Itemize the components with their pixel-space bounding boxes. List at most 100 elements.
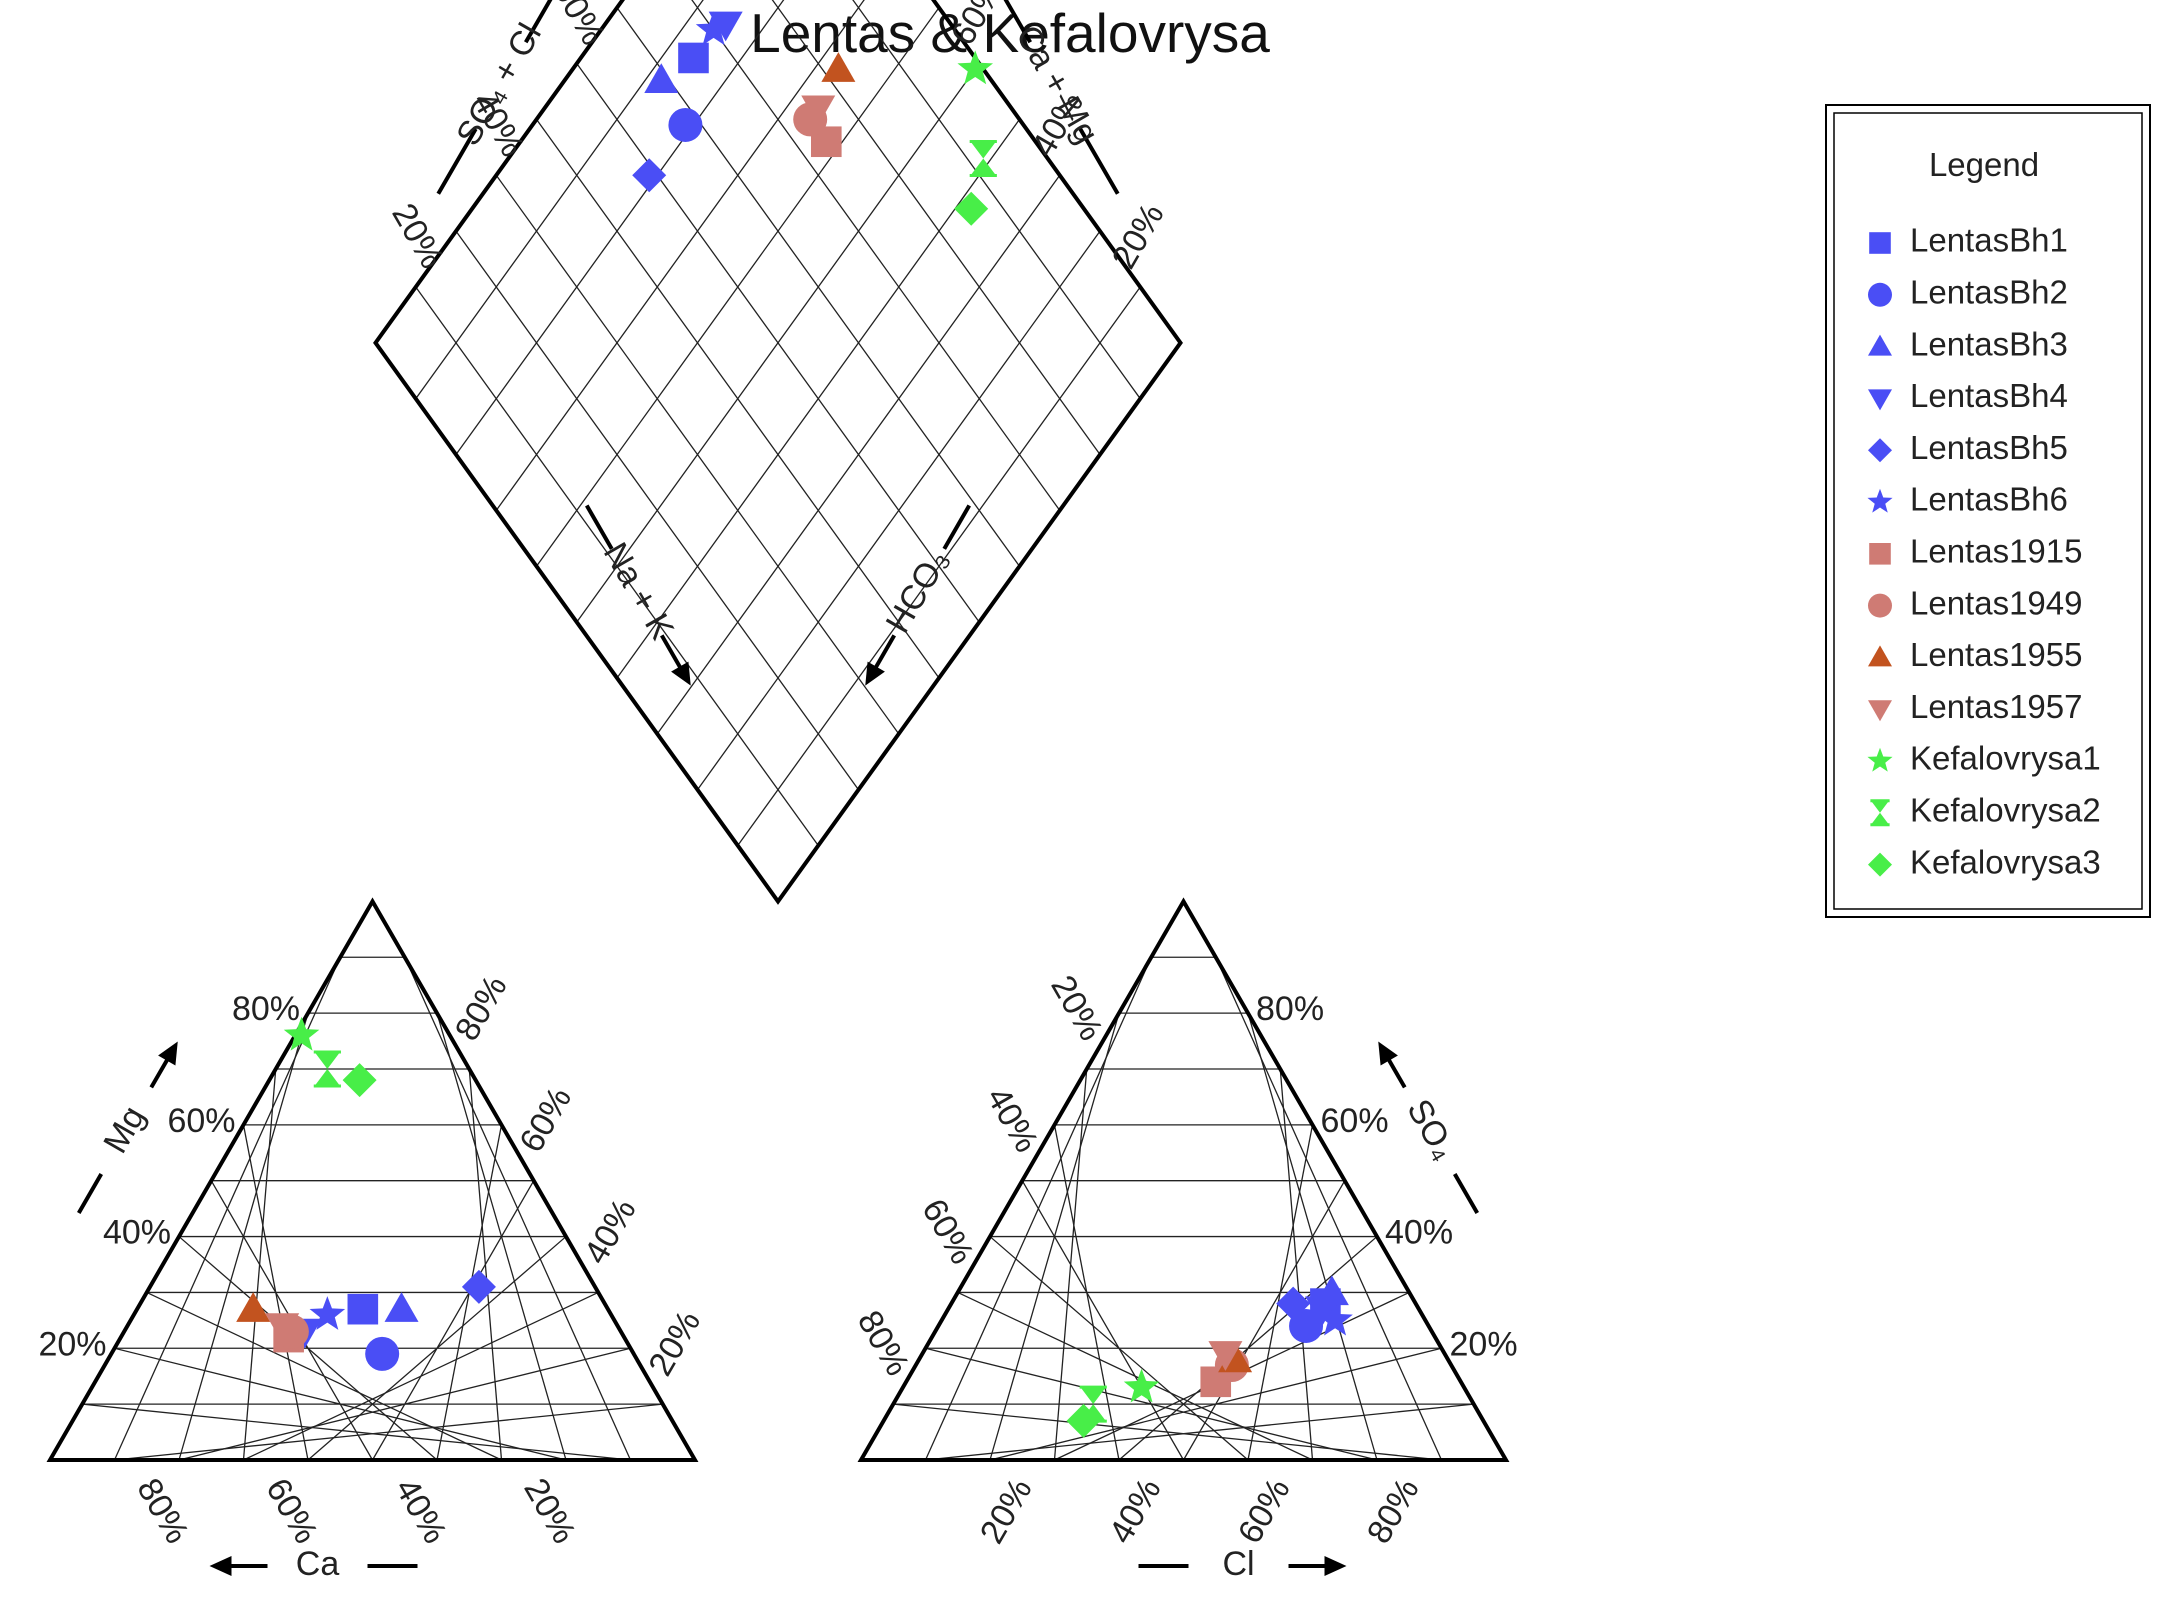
grid-line xyxy=(114,1347,567,1461)
tick-label-so4-cl: 60% xyxy=(545,0,612,52)
grid-line xyxy=(737,286,1141,846)
legend-label-kefalovrysa1: Kefalovrysa1 xyxy=(1910,740,2101,777)
grid-line xyxy=(771,0,1101,455)
legend-label-kefalovrysa3: Kefalovrysa3 xyxy=(1910,843,2101,880)
point-diamond-kefalovrysa2-bottom xyxy=(970,158,997,176)
tick-label-ca: 80% xyxy=(129,1472,196,1550)
point-cation-lentas1957 xyxy=(265,1313,300,1343)
legend-marker-kefalovrysa3 xyxy=(1868,852,1892,877)
axis-label-hco3-arrowhead xyxy=(865,661,885,686)
grid-line xyxy=(656,174,1061,735)
point-cation-lentasbh1 xyxy=(347,1293,379,1325)
legend-inner-frame xyxy=(1833,112,2143,910)
tick-label-mg: 20% xyxy=(38,1325,106,1363)
point-diamond-kefalovrysa1 xyxy=(957,50,994,85)
point-diamond-kefalovrysa2-top xyxy=(970,141,997,159)
axis-label-na-k-line xyxy=(585,504,614,550)
point-cation-lentasbh6 xyxy=(309,1296,346,1330)
axis-label-mg-line xyxy=(77,1173,103,1214)
axis-label-na-k: Na + K xyxy=(596,536,682,646)
axis-label-so4-arrowhead xyxy=(1378,1041,1398,1066)
legend-label-lentas1949: Lentas1949 xyxy=(1910,584,2083,621)
axis-label-so4-cl-line xyxy=(524,0,560,44)
point-diamond-lentasbh3 xyxy=(644,63,679,94)
axis-label-cl-group: Cl xyxy=(1138,1545,1347,1583)
legend-label-lentasbh1: LentasBh1 xyxy=(1910,222,2068,259)
tick-label-so4: 80% xyxy=(1256,990,1324,1028)
point-anion-lentasbh2 xyxy=(1289,1308,1324,1343)
legend-label-lentas1957: Lentas1957 xyxy=(1910,688,2083,725)
point-diamond-kefalovrysa2 xyxy=(969,139,997,177)
legend-label-kefalovrysa2: Kefalovrysa2 xyxy=(1910,792,2101,829)
tick-label-so4: 40% xyxy=(1385,1214,1453,1252)
legend-label-lentasbh3: LentasBh3 xyxy=(1910,325,2068,362)
tick-label-nak: 40% xyxy=(577,1193,644,1271)
point-anion-kefalovrysa3 xyxy=(1066,1403,1101,1438)
point-anion-lentasbh5 xyxy=(1276,1286,1311,1321)
axis-label-na-k-group: Na + K xyxy=(585,504,691,686)
axis-label-cl-arrowhead xyxy=(1324,1556,1347,1576)
axis-label-hco3: HCO₃ xyxy=(879,543,957,639)
tick-label-hco3: 20% xyxy=(1043,969,1110,1047)
point-cation-kefalovrysa3 xyxy=(342,1063,377,1098)
axis-label-so4-cl-line xyxy=(436,127,478,195)
point-anion-kefalovrysa1 xyxy=(1123,1368,1160,1403)
anion-triangle xyxy=(857,897,1510,1462)
grid-line xyxy=(957,1291,1313,1461)
cation-triangle xyxy=(46,897,699,1462)
axis-label-mg-line xyxy=(149,1056,171,1089)
legend-marker-lentasbh3 xyxy=(1868,334,1892,356)
legend-marker-lentasbh1 xyxy=(1869,232,1891,254)
tick-label-so4: 20% xyxy=(1450,1325,1518,1363)
point-cation-kefalovrysa2 xyxy=(313,1050,341,1088)
grid-line xyxy=(1247,1124,1314,1461)
tick-label-cl: 80% xyxy=(1360,1472,1427,1550)
point-diamond-lentas1957 xyxy=(801,95,836,126)
grid-line xyxy=(691,0,1061,511)
tick-label-nak: 80% xyxy=(448,969,515,1047)
legend-marker-lentas1955 xyxy=(1868,645,1892,667)
axis-label-hco3-line xyxy=(942,504,971,550)
tick-label-hco3: 40% xyxy=(979,1081,1046,1159)
legend-marker-lentas1957 xyxy=(1868,700,1892,722)
point-diamond-lentasbh2 xyxy=(668,107,703,142)
tick-label-nak: 20% xyxy=(641,1304,708,1382)
chart-title: Lentas & Kefalovrysa xyxy=(750,2,1270,64)
legend-marker-lentasbh5 xyxy=(1868,438,1892,463)
legend-label-lentasbh6: LentasBh6 xyxy=(1910,481,2068,518)
tick-label-hco3: 60% xyxy=(914,1193,981,1271)
tick-label-ca: 20% xyxy=(516,1472,583,1550)
point-diamond-lentasbh1 xyxy=(678,42,709,74)
point-cation-lentasbh5 xyxy=(461,1269,496,1304)
axis-label-na-k-arrowhead xyxy=(671,661,691,686)
point-cation-lentasbh3 xyxy=(384,1292,419,1322)
point-cation-lentasbh2 xyxy=(365,1336,400,1371)
point-cation-lentas1955 xyxy=(236,1292,271,1322)
grid-line xyxy=(1247,1012,1378,1461)
tick-label-hco3: 80% xyxy=(850,1304,917,1382)
legend-title: Legend xyxy=(1929,146,2039,183)
tick-label-mg: 60% xyxy=(167,1102,235,1140)
axis-label-mg: Mg xyxy=(96,1100,153,1160)
axis-label-ca-mg-line xyxy=(1078,127,1120,195)
axis-label-ca-mg-line xyxy=(991,0,1032,44)
tick-label-ca: 60% xyxy=(258,1472,325,1550)
grid-line xyxy=(1182,1180,1346,1461)
grid-line xyxy=(82,1403,631,1461)
grid-line xyxy=(1279,1068,1314,1461)
axis-label-ca-group: Ca xyxy=(209,1545,418,1583)
axis-label-na-k-line xyxy=(660,634,684,672)
tick-label-nak: 60% xyxy=(512,1081,579,1159)
central-diamond xyxy=(373,0,1183,905)
point-cation-kefalovrysa2-top xyxy=(314,1051,341,1069)
grid-line xyxy=(371,1180,535,1461)
point-diamond-lentasbh6 xyxy=(695,11,732,46)
point-anion-lentasbh4 xyxy=(1305,1296,1340,1327)
tick-label-cl: 20% xyxy=(973,1472,1040,1550)
tick-label-mg: 40% xyxy=(103,1214,171,1252)
grid-line xyxy=(989,1236,1249,1461)
legend-marker-lentas1915 xyxy=(1869,543,1891,565)
legend-marker-lentasbh2 xyxy=(1868,282,1892,307)
grid-line xyxy=(576,63,980,623)
